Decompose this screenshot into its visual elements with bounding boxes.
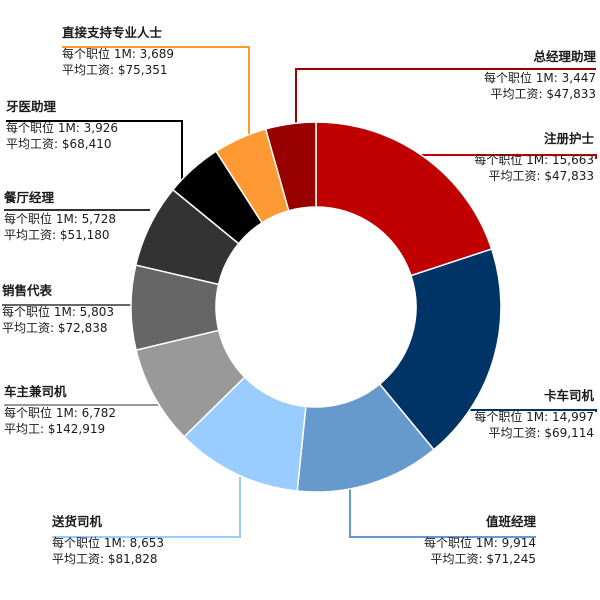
label-owner-operator-name: 车主兼司机: [4, 384, 67, 399]
label-restaurant-manager: 餐厅经理 每个职位 1M: 5,728 平均工资: $51,180: [4, 190, 116, 243]
leader-line-shift-manager: [349, 483, 536, 538]
label-sales-rep: 销售代表 每个职位 1M: 5,803 平均工资: $72,838: [2, 283, 114, 336]
label-assistant-manager-jobs: 每个职位 1M: 3,447: [483, 71, 596, 85]
label-truck-driver-salary: 平均工资: $69,114: [488, 426, 594, 440]
leader-line-assistant-manager: [295, 68, 596, 123]
label-shift-manager: 值班经理 每个职位 1M: 9,914 平均工资: $71,245: [424, 514, 536, 567]
label-restaurant-manager-name: 餐厅经理: [4, 190, 55, 205]
label-sales-rep-salary: 平均工资: $72,838: [2, 321, 108, 335]
leader-line-truck-driver: [462, 409, 597, 412]
leader-line-dental-assistant: [6, 120, 183, 180]
label-registered-nurse-salary: 平均工资: $47,833: [488, 169, 594, 183]
label-sales-rep-jobs: 每个职位 1M: 5,803: [2, 305, 115, 319]
label-assistant-manager-salary: 平均工资: $47,833: [490, 87, 596, 101]
label-delivery-driver: 送货司机 每个职位 1M: 8,653 平均工资: $81,828: [52, 514, 164, 567]
label-dental-assistant-name: 牙医助理: [6, 99, 57, 114]
label-assistant-manager-name: 总经理助理: [533, 49, 596, 64]
label-shift-manager-jobs: 每个职位 1M: 9,914: [423, 536, 536, 550]
donut-slices: [130, 121, 502, 493]
label-dental-assistant-salary: 平均工资: $68,410: [6, 137, 112, 151]
label-sales-rep-name: 销售代表: [2, 283, 53, 298]
label-restaurant-manager-jobs: 每个职位 1M: 5,728: [4, 212, 117, 226]
label-shift-manager-name: 值班经理: [485, 514, 536, 529]
label-owner-operator: 车主兼司机 每个职位 1M: 6,782 平均工: $142,919: [4, 384, 116, 437]
label-truck-driver-jobs: 每个职位 1M: 14,997: [474, 410, 594, 424]
slice-assistant-manager: [264, 121, 317, 212]
label-truck-driver: 卡车司机 每个职位 1M: 14,997 平均工资: $69,114: [474, 388, 594, 441]
label-direct-support-professional: 直接支持专业人士 每个职位 1M: 3,689 平均工资: $75,351: [62, 25, 174, 78]
label-dental-assistant-jobs: 每个职位 1M: 3,926: [6, 121, 119, 135]
label-delivery-driver-salary: 平均工资: $81,828: [52, 552, 158, 566]
label-assistant-manager: 总经理助理 每个职位 1M: 3,447 平均工资: $47,833: [484, 49, 596, 102]
label-direct-support-professional-jobs: 每个职位 1M: 3,689: [62, 47, 175, 61]
leader-lines: [2, 46, 597, 538]
label-owner-operator-jobs: 每个职位 1M: 6,782: [4, 406, 117, 420]
label-delivery-driver-jobs: 每个职位 1M: 8,653: [52, 536, 165, 550]
leader-line-direct-support-professional: [62, 46, 250, 138]
label-registered-nurse: 注册护士 每个职位 1M: 15,663 平均工资: $47,833: [474, 131, 594, 184]
label-dental-assistant: 牙医助理 每个职位 1M: 3,926 平均工资: $68,410: [6, 99, 118, 152]
label-registered-nurse-name: 注册护士: [543, 131, 594, 146]
label-shift-manager-salary: 平均工资: $71,245: [430, 552, 536, 566]
label-owner-operator-salary: 平均工: $142,919: [4, 422, 106, 436]
leader-line-delivery-driver: [52, 477, 241, 538]
label-restaurant-manager-salary: 平均工资: $51,180: [4, 228, 110, 242]
label-truck-driver-name: 卡车司机: [543, 388, 594, 403]
label-registered-nurse-jobs: 每个职位 1M: 15,663: [474, 153, 594, 167]
label-delivery-driver-name: 送货司机: [52, 514, 103, 529]
label-direct-support-professional-salary: 平均工资: $75,351: [62, 63, 168, 77]
slice-truck-driver: [378, 248, 502, 451]
slice-registered-nurse: [315, 121, 493, 277]
label-direct-support-professional-name: 直接支持专业人士: [62, 25, 163, 40]
